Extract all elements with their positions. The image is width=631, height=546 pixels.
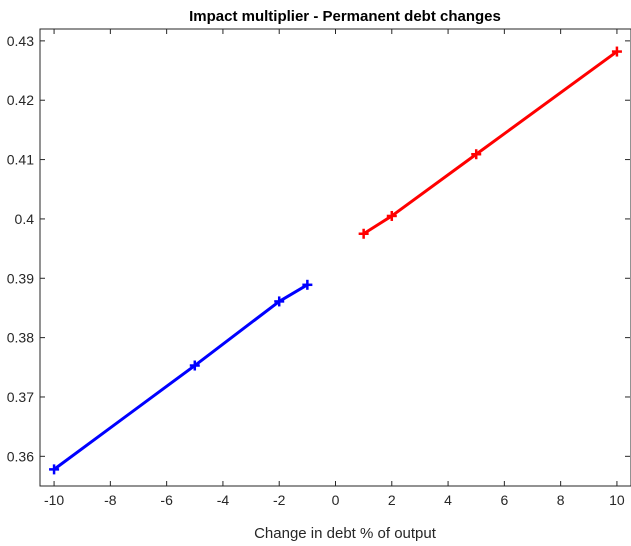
data-point (471, 149, 482, 160)
chart-title: Impact multiplier - Permanent debt chang… (189, 8, 501, 25)
y-tick-label: 0.43 (7, 33, 34, 49)
data-point (189, 360, 200, 371)
x-tick-label: 4 (444, 492, 452, 508)
x-axis-label: Change in debt % of output (254, 525, 437, 542)
series-layer (49, 46, 622, 475)
x-tick-label: 2 (388, 492, 396, 508)
y-tick-label: 0.39 (7, 270, 34, 286)
data-point (302, 279, 313, 290)
data-point (274, 296, 285, 307)
axis-ticks: -10 -8 -6 -4 -2 0 2 4 6 8 10 0.36 0.37 0.38 0.39 0.4 0.4… (7, 29, 630, 508)
data-point (611, 46, 622, 57)
x-tick-label: 6 (500, 492, 508, 508)
series-2 (358, 46, 622, 239)
x-tick-label: -4 (217, 492, 230, 508)
y-tick-label: 0.42 (7, 92, 34, 108)
x-tick-label: 10 (609, 492, 625, 508)
x-tick-label: -10 (44, 492, 64, 508)
x-tick-label: 8 (557, 492, 565, 508)
x-tick-label: -2 (273, 492, 286, 508)
axes-box (39, 28, 631, 487)
plot-area: -10 -8 -6 -4 -2 0 2 4 6 8 10 0.36 0.37 0.38 0.39 0.4 0.4… (7, 28, 631, 508)
series-1 (49, 279, 313, 475)
data-point (358, 228, 369, 239)
y-tick-label: 0.37 (7, 389, 34, 405)
x-tick-label: 0 (332, 492, 340, 508)
x-tick-label: -6 (160, 492, 173, 508)
data-point (49, 464, 60, 475)
y-tick-label: 0.4 (15, 211, 35, 227)
series-line (362, 50, 618, 236)
x-tick-label: -8 (104, 492, 117, 508)
data-point (386, 210, 397, 221)
y-tick-label: 0.36 (7, 448, 34, 464)
series-line (53, 283, 309, 471)
y-tick-label: 0.38 (7, 330, 34, 346)
y-tick-label: 0.41 (7, 152, 34, 168)
